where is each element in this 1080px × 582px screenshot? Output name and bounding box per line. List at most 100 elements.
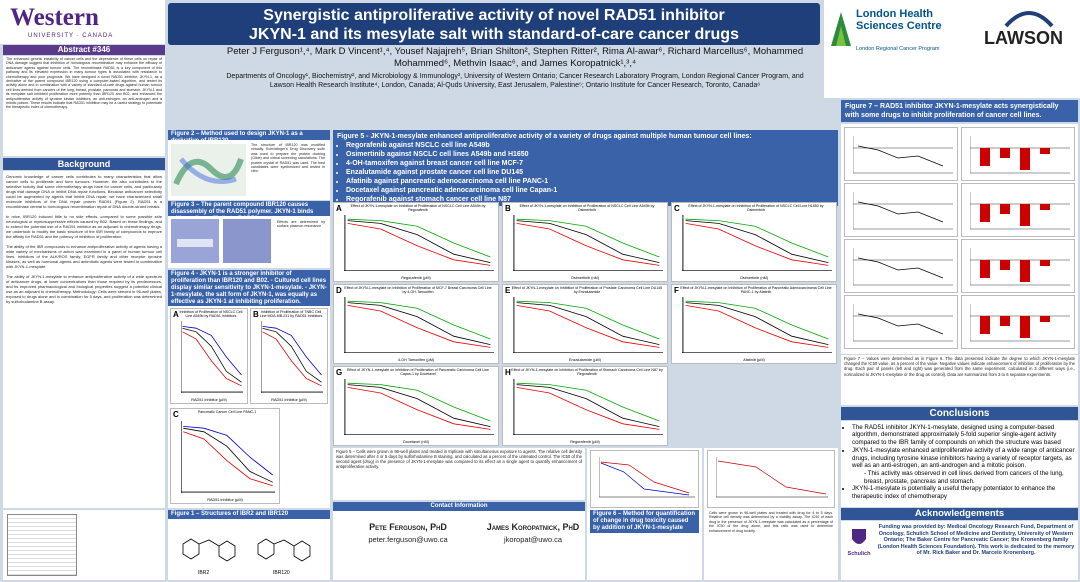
panel-xlabel: Osimertinib (nM) [570, 276, 600, 280]
background-paragraph: In mice, IBR120 induced little to no sid… [6, 214, 162, 239]
chart-panel: D Effect of JKYN-1-mesylate on Inhibition… [333, 284, 499, 364]
synergy-panel [961, 183, 1075, 237]
title-line: JKYN-1 and its mesylate salt with standa… [249, 26, 739, 43]
conclusion-bullet: - This activity was observed in cell lin… [864, 470, 1064, 485]
panel-letter: A [336, 204, 342, 213]
figure1: Figure 1 – Structures of IBR2 and IBR120… [168, 510, 330, 580]
panel-plot [682, 215, 832, 271]
panel-xlabel: 4-OH Tamoxifen (μM) [397, 358, 435, 362]
figure2-note: The structure of IBR120 was modified vir… [251, 143, 325, 174]
panel-xlabel: RAD51 inhibitor (μM) [207, 498, 243, 502]
chart-panel: C Effect of JKYN-1-mesylate on Inhibition… [671, 202, 837, 282]
chart-panel: A Effect of JKYN-1-mesylate on Inhibition… [333, 202, 499, 282]
western-logo: Western UNIVERSITY · CANADA [0, 0, 165, 44]
chart-panel: G Effect of JKYN-1-mesylate on Inhibition… [333, 366, 499, 446]
synergy-panel [844, 183, 958, 237]
conclusion-bullet: The RAD51 inhibitor JKYN-1-mesylate, des… [852, 424, 1076, 446]
lawson-logo: LAWSON [984, 28, 1063, 48]
title: Synergistic antiproliferative activity o… [168, 3, 820, 44]
title-line: Synergistic antiproliferative activity o… [263, 7, 725, 24]
figure4: A Inhibition of Proliferation of NSCLC Ce… [168, 306, 330, 508]
panel-plot [261, 321, 323, 393]
chart-panel: H Effect of JKYN-1-mesylate on Inhibition… [502, 366, 668, 446]
panel-xlabel: Docetaxel (nM) [403, 440, 429, 444]
synergy-plot [970, 304, 1070, 342]
panel-xlabel: RAD51 inhibitor (μM) [271, 398, 307, 402]
panel-plot [513, 379, 663, 435]
synergy-plot [970, 136, 1070, 174]
chart-panel: E Effect of JKYN-1-mesylate on Inhibition… [502, 284, 668, 364]
panel-plot [344, 379, 494, 435]
chart-panel: C Pancreatic Cancer Cell Line PANC-1 RAD51… [170, 408, 280, 504]
figure6: Figure 6 – Method for quantification of … [587, 448, 702, 580]
figure3-note: Effects are determined by surface plasmo… [277, 220, 325, 229]
figure3: Effects are determined by surface plasmo… [168, 216, 330, 268]
panel-title: Effect of JKYN-1-mesylate on Inhibition … [511, 286, 663, 294]
conclusions-body: The RAD51 inhibitor JKYN-1-mesylate, des… [841, 421, 1078, 507]
acknowledgements-body: Schulich Funding was provided by: Medica… [841, 521, 1078, 580]
conclusion-bullet: JKYN-1-mesylate enhanced antiproliferati… [852, 447, 1076, 469]
panel-title: Inhibition of Proliferation of TNBC Cell… [259, 310, 323, 318]
contact-email: jkoropat@uwo.ca [503, 535, 563, 544]
example-curve [599, 457, 695, 498]
panel-letter: G [336, 368, 343, 377]
panel-letter: C [173, 410, 179, 419]
synergy-panel [961, 127, 1075, 181]
panel-xlabel: RAD51 inhibitor (μM) [191, 398, 227, 402]
crest [852, 529, 866, 544]
acknowledgements-text: Funding was provided by: Medical Oncolog… [877, 524, 1075, 557]
conclusion-bullet: JKYN-1-mesylate is potentially a useful … [852, 485, 1076, 500]
logo-text: Western [10, 4, 99, 31]
chart-panel: B Effect of JKYN-1-mesylate on Inhibition… [502, 202, 668, 282]
panel-xlabel: Regorafenib (μM) [570, 440, 600, 444]
synergy-panel [844, 127, 958, 181]
synergy-plot [853, 304, 953, 342]
conclusions-heading: Conclusions [841, 407, 1078, 420]
panel-title: Effect of JKYN-1-mesylate on Inhibition … [344, 286, 492, 294]
panel-xlabel: Afatinib (μM) [743, 358, 765, 362]
figure7-panels [841, 124, 1078, 354]
contact-person: James Koropatnick, PhD jkoropat@uwo.ca [478, 522, 585, 544]
abstract-text: The enhanced genetic instability of canc… [3, 56, 165, 156]
synergy-plot [853, 192, 953, 230]
figure6-chart [590, 450, 699, 508]
schulich-logo: Schulich [844, 527, 874, 557]
panel-letter: D [336, 286, 342, 295]
structure-label: IBR120 [273, 570, 290, 576]
panel-title: Effect of JKYN-1-mesylate on Inhibition … [680, 286, 832, 294]
figure1-caption: Figure 1 – Structures of IBR2 and IBR120 [168, 510, 330, 519]
synergy-panel [844, 295, 958, 349]
panel-xlabel: Enzalutamide (μM) [569, 358, 601, 362]
panel-plot [344, 215, 494, 271]
contact-person: Pete Ferguson, PhD peter.ferguson@uwo.ca [353, 522, 463, 544]
contact-heading: Contact Information [333, 502, 585, 511]
panel-letter: F [674, 286, 679, 295]
figure7-text: Figure 7 – Values were determined as in … [841, 355, 1078, 405]
panel-plot [513, 297, 663, 353]
acknowledgements-heading: Acknowledgements [841, 508, 1078, 520]
figure6-caption: Figure 6 – Method for quantification of … [590, 510, 699, 533]
structures [182, 538, 311, 562]
figure5-bullet: Osimertinib against NSCLC cell lines A54… [346, 150, 834, 159]
figure5-bullet: Regorafenib against stomach cancer cell … [346, 195, 834, 204]
figure4-caption: Figure 4 - JKYN-1 is a stronger inhibito… [168, 270, 330, 307]
figure5-bullet: 4-OH-tamoxifen against breast cancer cel… [346, 159, 834, 168]
logo-sub: UNIVERSITY · CANADA [28, 33, 114, 39]
panel-plot [513, 215, 663, 271]
title-band: Synergistic antiproliferative activity o… [168, 3, 820, 45]
panel-title: Effect of JKYN-1-mesylate on Inhibition … [511, 368, 663, 376]
panel-letter: B [505, 204, 511, 213]
panel-letter: C [674, 204, 680, 213]
synergy-plot [853, 136, 953, 174]
lhsc-icon [831, 12, 851, 46]
panel-letter: H [505, 368, 511, 377]
figure5-title: Figure 5 - JKYN-1-mesylate enhanced anti… [337, 133, 752, 140]
background-paragraph: Genomic knowledge of cancer cells contri… [6, 174, 162, 209]
synergy-panel [844, 239, 958, 293]
background-paragraph: The ability of JKYN-1-mesylate to enhanc… [6, 274, 162, 304]
figure7-caption: Figure 7 – RAD51 inhibitor JKYN-1-mesyla… [841, 100, 1078, 122]
references-box [3, 510, 165, 580]
background-heading: Background [3, 158, 165, 170]
contact-box: Contact Information Pete Ferguson, PhD pe… [333, 502, 585, 580]
lhsc-name: London Health Sciences Centre [856, 8, 942, 32]
